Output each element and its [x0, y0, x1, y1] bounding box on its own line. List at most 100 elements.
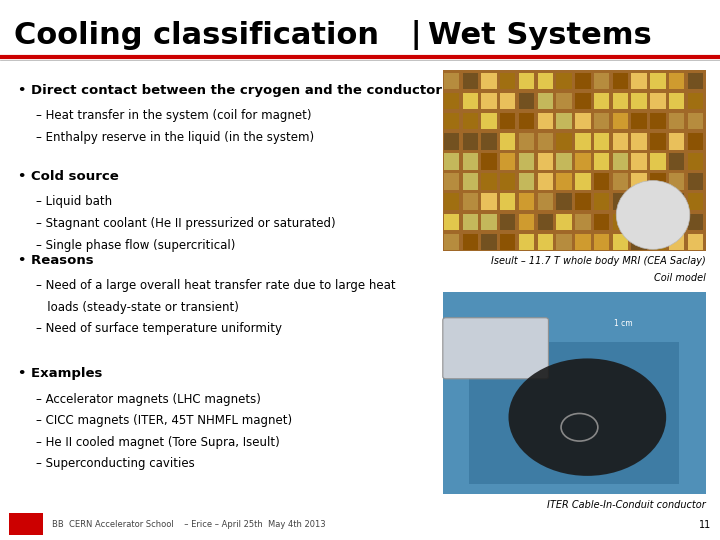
Text: – Liquid bath: – Liquid bath: [36, 195, 112, 208]
Bar: [688, 153, 703, 170]
Bar: [462, 113, 478, 130]
Bar: [575, 113, 590, 130]
Bar: [538, 193, 553, 210]
Text: Coil model: Coil model: [654, 273, 706, 283]
Bar: [519, 173, 534, 190]
Bar: [557, 173, 572, 190]
Bar: [538, 234, 553, 250]
Bar: [631, 193, 647, 210]
Bar: [462, 153, 478, 170]
Bar: [481, 234, 497, 250]
Bar: [594, 153, 609, 170]
Bar: [443, 70, 706, 251]
Bar: [481, 73, 497, 89]
Bar: [481, 213, 497, 230]
Bar: [444, 153, 459, 170]
Bar: [575, 133, 590, 150]
Bar: [538, 213, 553, 230]
Bar: [481, 113, 497, 130]
Bar: [538, 133, 553, 150]
Bar: [631, 133, 647, 150]
Bar: [519, 193, 534, 210]
Text: Wet Systems: Wet Systems: [428, 21, 652, 50]
Bar: [594, 234, 609, 250]
Bar: [481, 153, 497, 170]
Bar: [688, 193, 703, 210]
Bar: [557, 133, 572, 150]
Bar: [538, 93, 553, 110]
Text: • Direct contact between the cryogen and the conductor: • Direct contact between the cryogen and…: [18, 84, 442, 97]
Bar: [9, 513, 43, 535]
Bar: [669, 193, 685, 210]
Bar: [613, 153, 628, 170]
Bar: [444, 193, 459, 210]
Bar: [594, 113, 609, 130]
Bar: [669, 234, 685, 250]
Bar: [650, 193, 665, 210]
Text: |: |: [400, 20, 432, 50]
Bar: [444, 173, 459, 190]
Bar: [519, 73, 534, 89]
Text: – Superconducting cavities: – Superconducting cavities: [36, 457, 194, 470]
FancyBboxPatch shape: [443, 318, 549, 379]
Text: loads (steady-state or transient): loads (steady-state or transient): [36, 301, 239, 314]
Bar: [462, 213, 478, 230]
Text: 1 cm: 1 cm: [613, 320, 632, 328]
Bar: [594, 173, 609, 190]
Text: • Reasons: • Reasons: [18, 254, 94, 267]
Text: • Cold source: • Cold source: [18, 170, 119, 183]
Text: BB  CERN Accelerator School    – Erice – April 25th  May 4th 2013: BB CERN Accelerator School – Erice – Apr…: [52, 521, 325, 529]
Bar: [462, 73, 478, 89]
Bar: [669, 213, 685, 230]
Bar: [631, 93, 647, 110]
Bar: [688, 133, 703, 150]
Bar: [444, 93, 459, 110]
Text: 11: 11: [699, 520, 711, 530]
Text: – He II cooled magnet (Tore Supra, Iseult): – He II cooled magnet (Tore Supra, Iseul…: [36, 436, 280, 449]
Bar: [631, 173, 647, 190]
Bar: [557, 234, 572, 250]
Bar: [688, 234, 703, 250]
Bar: [500, 93, 516, 110]
Bar: [557, 213, 572, 230]
Bar: [575, 213, 590, 230]
Bar: [519, 93, 534, 110]
Bar: [594, 193, 609, 210]
Bar: [594, 93, 609, 110]
Bar: [557, 153, 572, 170]
Text: – Heat transfer in the system (coil for magnet): – Heat transfer in the system (coil for …: [36, 109, 312, 122]
Bar: [631, 213, 647, 230]
Bar: [557, 73, 572, 89]
Text: • Examples: • Examples: [18, 367, 102, 380]
Bar: [594, 133, 609, 150]
Bar: [688, 213, 703, 230]
Bar: [481, 93, 497, 110]
Bar: [575, 193, 590, 210]
Text: – Need of a large overall heat transfer rate due to large heat: – Need of a large overall heat transfer …: [36, 279, 395, 292]
Bar: [557, 93, 572, 110]
Bar: [462, 133, 478, 150]
Bar: [519, 133, 534, 150]
Bar: [650, 234, 665, 250]
Bar: [519, 213, 534, 230]
Text: – CICC magnets (ITER, 45T NHMFL magnet): – CICC magnets (ITER, 45T NHMFL magnet): [36, 414, 292, 427]
Bar: [481, 193, 497, 210]
Bar: [669, 113, 685, 130]
Bar: [688, 173, 703, 190]
Bar: [613, 193, 628, 210]
Bar: [631, 113, 647, 130]
Bar: [631, 234, 647, 250]
Bar: [557, 113, 572, 130]
Bar: [462, 93, 478, 110]
Bar: [613, 133, 628, 150]
Bar: [575, 173, 590, 190]
Text: Iseult – 11.7 T whole body MRI (CEA Saclay): Iseult – 11.7 T whole body MRI (CEA Sacl…: [491, 256, 706, 267]
Bar: [519, 113, 534, 130]
Bar: [538, 173, 553, 190]
Bar: [613, 93, 628, 110]
Text: – Accelerator magnets (LHC magnets): – Accelerator magnets (LHC magnets): [36, 393, 261, 406]
Bar: [444, 234, 459, 250]
Bar: [594, 73, 609, 89]
Bar: [500, 234, 516, 250]
Text: ITER Cable-In-Conduit conductor: ITER Cable-In-Conduit conductor: [547, 500, 706, 510]
